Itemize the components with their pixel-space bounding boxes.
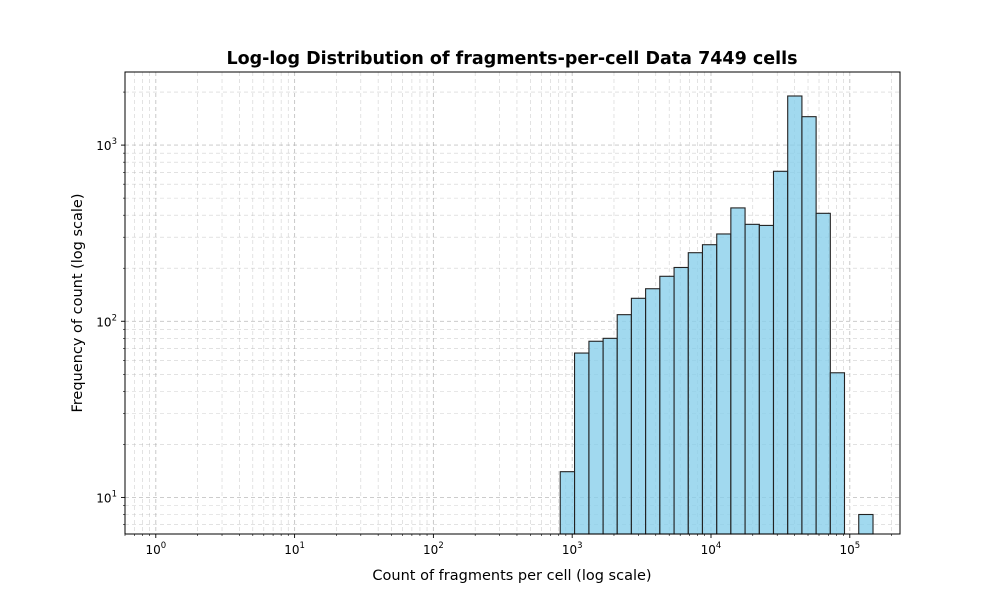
histogram-bar — [616, 314, 632, 535]
histogram-bar — [687, 252, 704, 535]
x-axis-label: Count of fragments per cell (log scale) — [372, 568, 651, 584]
y-tick-label: 102 — [96, 313, 117, 329]
histogram-bar — [602, 337, 618, 535]
x-tick-label: 103 — [562, 541, 583, 557]
histogram-bar — [645, 288, 661, 535]
y-axis-label: Frequency of count (log scale) — [70, 193, 86, 412]
histogram-bar — [730, 207, 746, 535]
x-tick-labels: 100 101 102 103 104 105 — [145, 541, 860, 557]
histogram-bar — [858, 513, 874, 535]
histogram-bar — [659, 275, 675, 535]
histogram-bar — [630, 297, 647, 535]
y-tick-label: 101 — [96, 489, 117, 505]
x-tick-label: 104 — [701, 541, 722, 557]
histogram-bar — [588, 340, 604, 535]
histogram-bar — [716, 233, 732, 535]
histogram-bar — [772, 170, 789, 535]
histogram-bar — [801, 116, 817, 535]
histogram-bar — [559, 471, 576, 535]
x-tick-label: 105 — [839, 541, 860, 557]
y-tick-label: 103 — [96, 137, 117, 153]
x-tick-label: 100 — [145, 541, 166, 557]
histogram-bar — [787, 95, 803, 535]
histogram-bar — [673, 266, 689, 535]
histogram-bars — [559, 95, 874, 535]
y-tick-labels: 101 102 103 — [96, 137, 117, 505]
histogram-bar — [701, 244, 718, 535]
histogram-bar — [744, 223, 760, 535]
histogram-bar — [815, 212, 831, 535]
axis-ticks — [121, 91, 892, 538]
histogram-bar — [829, 372, 846, 535]
plot-frame — [124, 71, 901, 535]
chart-title: Log-log Distribution of fragments-per-ce… — [226, 49, 797, 69]
histogram-bar — [574, 352, 590, 535]
x-tick-label: 102 — [423, 541, 444, 557]
x-tick-label: 101 — [284, 541, 305, 557]
histogram-bar — [758, 224, 775, 535]
